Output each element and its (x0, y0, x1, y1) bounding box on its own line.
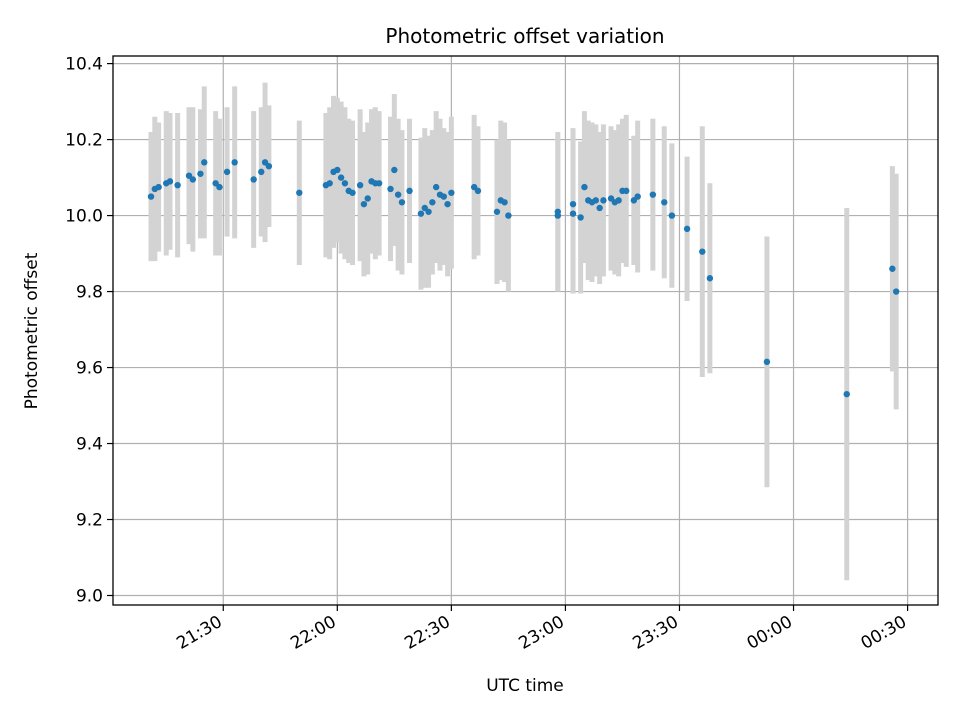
data-point (493, 208, 501, 215)
data-point (155, 183, 162, 191)
data-point (683, 225, 691, 233)
data-point (258, 168, 265, 176)
data-point (265, 162, 273, 170)
data-point (706, 275, 714, 282)
data-point (763, 358, 771, 366)
y-tick-label: 9.4 (76, 435, 103, 455)
y-tick-label: 9.2 (76, 511, 103, 531)
data-point (505, 212, 512, 219)
y-axis-ticks: 9.0 9.2 9.4 9.6 9.8 10.0 10.2 10.4 (65, 55, 113, 607)
data-point (577, 214, 584, 221)
data-point (197, 170, 204, 177)
x-tick-label: 23:30 (630, 612, 682, 654)
data-point (554, 208, 562, 215)
x-tick-label: 00:30 (858, 612, 910, 654)
data-point (250, 176, 257, 183)
x-axis-ticks: 21:30 22:00 22:30 23:00 23:30 00:00 00:30 (173, 605, 910, 654)
x-tick-label: 23:00 (515, 612, 567, 654)
data-point (592, 197, 600, 204)
data-point (147, 193, 155, 200)
data-point (417, 210, 425, 217)
data-point (429, 199, 436, 206)
data-point (216, 183, 223, 191)
data-points (147, 159, 900, 398)
data-point (596, 204, 603, 212)
data-point (394, 191, 402, 198)
data-point (600, 197, 607, 204)
data-point (174, 181, 181, 189)
plot-frame (112, 55, 939, 606)
y-axis-label: Photometric offset (22, 252, 42, 409)
data-point (341, 180, 349, 187)
chart-title: Photometric offset variation (385, 24, 664, 48)
data-point (615, 197, 622, 204)
data-point (364, 195, 371, 202)
x-tick-label: 22:30 (401, 612, 453, 654)
data-point (623, 187, 630, 195)
x-tick-label: 00:00 (744, 612, 796, 654)
data-point (349, 189, 356, 196)
data-point (360, 200, 368, 208)
data-point (843, 390, 850, 398)
data-point (440, 193, 447, 200)
data-point (201, 159, 208, 166)
data-point (387, 185, 394, 193)
data-point (444, 200, 451, 208)
data-point (391, 166, 398, 174)
y-tick-label: 9.6 (76, 359, 103, 379)
y-tick-label: 10.2 (65, 131, 103, 151)
data-point (569, 200, 577, 208)
x-tick-label: 21:30 (173, 612, 225, 654)
data-point (889, 265, 896, 272)
data-point (649, 191, 657, 198)
error-bars (148, 82, 899, 581)
data-point (474, 187, 482, 195)
data-point (699, 248, 706, 255)
data-point (334, 166, 341, 174)
data-point (448, 189, 455, 196)
x-tick-label: 22:00 (287, 612, 339, 654)
data-point (634, 193, 641, 200)
y-tick-label: 10.4 (65, 55, 103, 75)
data-point (223, 168, 231, 176)
data-point (189, 176, 197, 183)
data-point (326, 180, 333, 187)
data-point (661, 199, 668, 206)
data-point (337, 174, 345, 181)
data-point (501, 199, 508, 206)
data-point (569, 210, 577, 217)
data-point (892, 288, 900, 295)
grid (113, 56, 938, 605)
data-point (425, 208, 432, 215)
data-point (398, 199, 406, 206)
data-point (375, 180, 383, 187)
data-point (432, 183, 440, 191)
data-point (166, 178, 174, 185)
y-tick-label: 9.8 (76, 283, 103, 303)
data-point (296, 189, 303, 196)
y-tick-label: 9.0 (76, 587, 103, 607)
y-tick-label: 10.0 (65, 207, 103, 227)
data-point (406, 187, 413, 195)
data-point (356, 181, 364, 189)
data-point (668, 212, 676, 219)
data-point (581, 183, 588, 191)
x-axis-label: UTC time (486, 676, 564, 696)
data-point (231, 159, 238, 166)
